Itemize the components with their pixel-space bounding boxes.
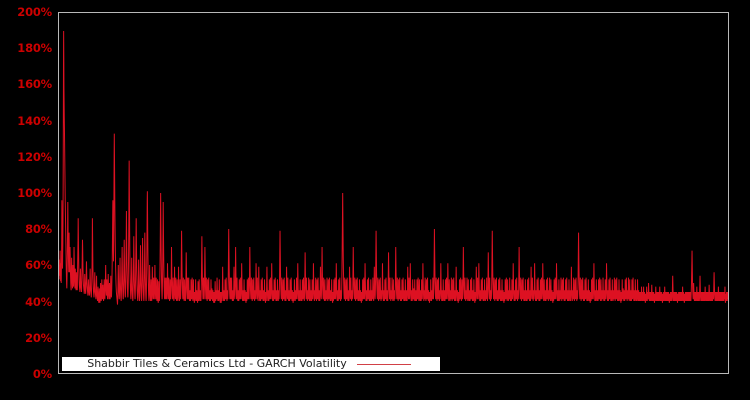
y-tick-label: 0% <box>32 367 52 381</box>
plot-area <box>58 12 729 374</box>
y-tick-label: 180% <box>17 41 52 56</box>
y-tick-label: 80% <box>25 222 52 237</box>
garch-volatility-line <box>59 31 728 305</box>
legend-line-swatch <box>356 363 411 365</box>
y-tick-label: 160% <box>17 77 52 92</box>
y-tick-label: 60% <box>25 258 52 273</box>
legend-label: Shabbir Tiles & Ceramics Ltd - GARCH Vol… <box>87 357 347 370</box>
y-tick-label: 40% <box>25 294 52 309</box>
y-axis-tick-labels: 0% 20% 40% 60% 80% 100% 120% 140% 160% 180% 200% <box>0 0 52 400</box>
series-canvas <box>59 13 728 373</box>
y-tick-label: 200% <box>17 5 52 19</box>
y-tick-label: 120% <box>17 149 52 164</box>
y-tick-label: 100% <box>17 186 52 200</box>
y-tick-label: 20% <box>25 330 52 345</box>
legend: Shabbir Tiles & Ceramics Ltd - GARCH Vol… <box>62 357 440 371</box>
y-tick-label: 140% <box>17 113 52 128</box>
